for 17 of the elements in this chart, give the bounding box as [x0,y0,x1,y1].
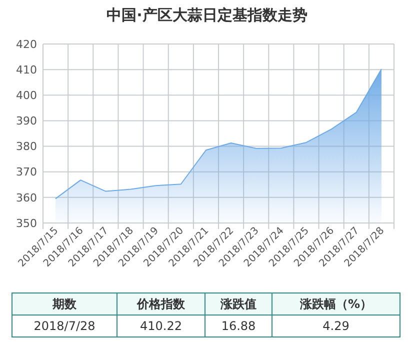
text: 涨跌值 [220,297,256,312]
text: 期数 [52,297,78,312]
y-tick-label: 410 [16,63,37,76]
y-tick-label: 420 [16,38,37,51]
y-tick-label: 360 [16,191,37,204]
text: 410.22 [140,319,182,334]
y-tick-label: 400 [16,88,37,102]
y-tick-label: 350 [16,216,37,230]
text: 价格指数 [136,297,186,312]
y-tick-label: 390 [16,114,37,128]
text: 涨跌幅（%） [298,297,372,312]
chart-title: 中国·产区大蒜日定基指数走势 [106,6,308,24]
y-tick-label: 370 [16,166,37,179]
text: 2018/7/28 [34,319,96,334]
text: 16.88 [221,319,256,334]
y-tick-label: 380 [16,140,37,154]
text: 4.29 [322,319,350,334]
